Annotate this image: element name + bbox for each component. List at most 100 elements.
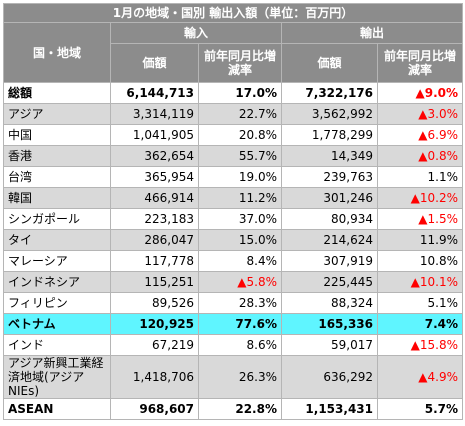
export-value-cell: 301,246 <box>281 187 378 209</box>
export-value-cell: 307,919 <box>281 250 378 272</box>
region-name-cell: ベトナム <box>3 313 111 335</box>
import-value-cell: 1,418,706 <box>110 355 199 399</box>
export-change-cell: ▲0.8% <box>377 145 463 167</box>
region-name-cell: 中国 <box>3 124 111 146</box>
export-change-cell: 10.8% <box>377 250 463 272</box>
table-row: フィリピン 89,526 28.3% 88,324 5.1% <box>3 292 463 314</box>
export-value-cell: 7,322,176 <box>281 82 378 104</box>
header-export-change: 前年同月比増減率 <box>377 43 463 83</box>
export-value-cell: 214,624 <box>281 229 378 251</box>
region-name-cell: インド <box>3 334 111 356</box>
import-change-cell: 15.0% <box>198 229 282 251</box>
import-change-cell: 11.2% <box>198 187 282 209</box>
region-name-cell: フィリピン <box>3 292 111 314</box>
export-change-cell: 11.9% <box>377 229 463 251</box>
export-value-cell: 239,763 <box>281 166 378 188</box>
import-change-cell: 37.0% <box>198 208 282 230</box>
export-change-cell: ▲4.9% <box>377 355 463 399</box>
header-import: 輸入 <box>110 22 282 44</box>
import-change-cell: 17.0% <box>198 82 282 104</box>
export-change-cell: ▲10.2% <box>377 187 463 209</box>
import-value-cell: 120,925 <box>110 313 199 335</box>
table-row: 台湾 365,954 19.0% 239,763 1.1% <box>3 166 463 188</box>
import-change-cell: 8.4% <box>198 250 282 272</box>
region-name-cell: 台湾 <box>3 166 111 188</box>
import-change-cell: 19.0% <box>198 166 282 188</box>
import-value-cell: 365,954 <box>110 166 199 188</box>
table-row: アジア新興工業経済地域(アジアNIEs) 1,418,706 26.3% 636,29… <box>3 355 463 399</box>
export-change-cell: 7.4% <box>377 313 463 335</box>
import-change-cell: ▲5.8% <box>198 271 282 293</box>
table-row: ASEAN 968,607 22.8% 1,153,431 5.7% <box>3 398 463 420</box>
export-change-cell: ▲6.9% <box>377 124 463 146</box>
region-name-cell: アジア新興工業経済地域(アジアNIEs) <box>3 355 111 399</box>
table-title: 1月の地域・国別 輸出入額（単位：百万円） <box>3 3 463 23</box>
import-change-cell: 26.3% <box>198 355 282 399</box>
export-value-cell: 3,562,992 <box>281 103 378 125</box>
region-name-cell: マレーシア <box>3 250 111 272</box>
region-name-cell: インドネシア <box>3 271 111 293</box>
table-row: アジア 3,314,119 22.7% 3,562,992 ▲3.0% <box>3 103 463 125</box>
header-import-change: 前年同月比増減率 <box>198 43 282 83</box>
header-export: 輸出 <box>281 22 463 44</box>
export-change-cell: ▲3.0% <box>377 103 463 125</box>
import-change-cell: 22.8% <box>198 398 282 420</box>
table-row: インド 67,219 8.6% 59,017 ▲15.8% <box>3 334 463 356</box>
table-row: ベトナム 120,925 77.6% 165,336 7.4% <box>3 313 463 335</box>
export-change-cell: 5.1% <box>377 292 463 314</box>
export-change-cell: 5.7% <box>377 398 463 420</box>
table-row: マレーシア 117,778 8.4% 307,919 10.8% <box>3 250 463 272</box>
export-value-cell: 59,017 <box>281 334 378 356</box>
import-value-cell: 223,183 <box>110 208 199 230</box>
import-value-cell: 3,314,119 <box>110 103 199 125</box>
import-value-cell: 67,219 <box>110 334 199 356</box>
import-change-cell: 55.7% <box>198 145 282 167</box>
export-value-cell: 225,445 <box>281 271 378 293</box>
table-row: タイ 286,047 15.0% 214,624 11.9% <box>3 229 463 251</box>
import-value-cell: 466,914 <box>110 187 199 209</box>
header-import-value: 価額 <box>110 43 199 83</box>
export-value-cell: 636,292 <box>281 355 378 399</box>
export-change-cell: ▲1.5% <box>377 208 463 230</box>
table-row: インドネシア 115,251 ▲5.8% 225,445 ▲10.1% <box>3 271 463 293</box>
table-row: 中国 1,041,905 20.8% 1,778,299 ▲6.9% <box>3 124 463 146</box>
import-value-cell: 89,526 <box>110 292 199 314</box>
export-value-cell: 165,336 <box>281 313 378 335</box>
header-export-value: 価額 <box>281 43 378 83</box>
export-change-cell: ▲9.0% <box>377 82 463 104</box>
import-change-cell: 22.7% <box>198 103 282 125</box>
import-value-cell: 286,047 <box>110 229 199 251</box>
export-value-cell: 14,349 <box>281 145 378 167</box>
import-value-cell: 6,144,713 <box>110 82 199 104</box>
export-change-cell: 1.1% <box>377 166 463 188</box>
trade-table: 1月の地域・国別 輸出入額（単位：百万円） 国・地域 輸入 輸出 価額 前年同月… <box>3 3 463 420</box>
region-name-cell: アジア <box>3 103 111 125</box>
import-value-cell: 115,251 <box>110 271 199 293</box>
import-change-cell: 77.6% <box>198 313 282 335</box>
export-value-cell: 1,778,299 <box>281 124 378 146</box>
export-change-cell: ▲15.8% <box>377 334 463 356</box>
table-row: シンガポール 223,183 37.0% 80,934 ▲1.5% <box>3 208 463 230</box>
import-value-cell: 1,041,905 <box>110 124 199 146</box>
table-row: 総額 6,144,713 17.0% 7,322,176 ▲9.0% <box>3 82 463 104</box>
export-value-cell: 88,324 <box>281 292 378 314</box>
region-name-cell: 総額 <box>3 82 111 104</box>
region-name-cell: タイ <box>3 229 111 251</box>
region-name-cell: 香港 <box>3 145 111 167</box>
region-name-cell: 韓国 <box>3 187 111 209</box>
export-value-cell: 80,934 <box>281 208 378 230</box>
import-change-cell: 28.3% <box>198 292 282 314</box>
import-change-cell: 20.8% <box>198 124 282 146</box>
import-value-cell: 968,607 <box>110 398 199 420</box>
import-value-cell: 117,778 <box>110 250 199 272</box>
table-body: 総額 6,144,713 17.0% 7,322,176 ▲9.0% アジア 3,314,1… <box>3 82 463 420</box>
export-value-cell: 1,153,431 <box>281 398 378 420</box>
region-name-cell: シンガポール <box>3 208 111 230</box>
table-row: 香港 362,654 55.7% 14,349 ▲0.8% <box>3 145 463 167</box>
import-value-cell: 362,654 <box>110 145 199 167</box>
region-name-cell: ASEAN <box>3 398 111 420</box>
export-change-cell: ▲10.1% <box>377 271 463 293</box>
header-region: 国・地域 <box>3 22 111 83</box>
trade-table-container: 1月の地域・国別 輸出入額（単位：百万円） 国・地域 輸入 輸出 価額 前年同月… <box>3 3 463 420</box>
import-change-cell: 8.6% <box>198 334 282 356</box>
